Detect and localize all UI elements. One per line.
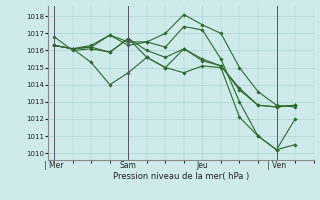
X-axis label: Pression niveau de la mer( hPa ): Pression niveau de la mer( hPa )	[113, 172, 249, 181]
